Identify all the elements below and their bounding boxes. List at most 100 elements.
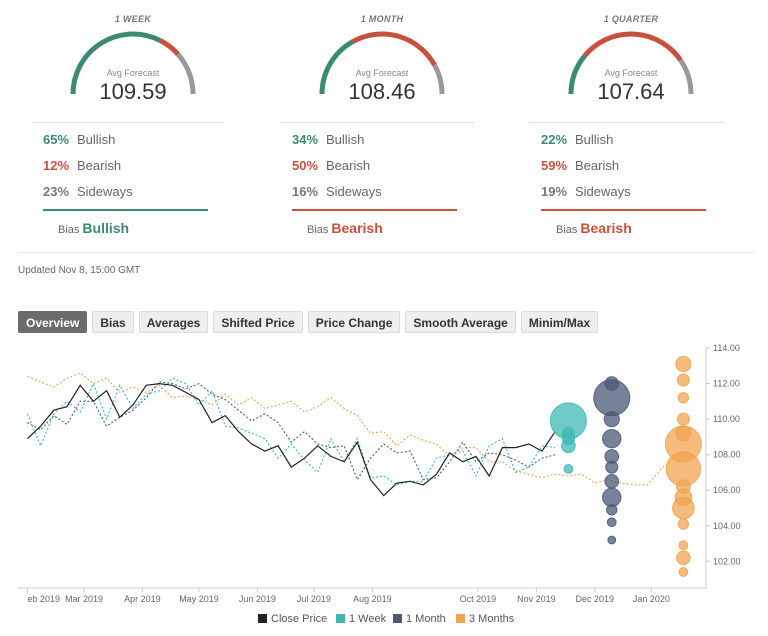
bearish-row: 59% Bearish <box>541 157 619 175</box>
bullish-percent: 22% <box>541 132 568 147</box>
forecast-bubble-3-months <box>672 496 695 520</box>
x-tick-label: Mar 2019 <box>65 594 103 604</box>
sideways-percent: 19% <box>541 184 568 199</box>
forecast-bubble-3-months <box>676 550 691 566</box>
forecast-bubble-1-month <box>607 535 617 545</box>
bearish-row: 50% Bearish <box>292 157 370 175</box>
x-tick-label: Aug 2019 <box>353 594 392 604</box>
avg-forecast-value: 109.59 <box>99 79 167 104</box>
sideways-percent: 16% <box>292 184 319 199</box>
y-tick-label: 112.00 <box>713 379 740 389</box>
bullish-percent: 65% <box>43 132 70 147</box>
avg-forecast-value: 108.46 <box>348 79 416 104</box>
bearish-label: Bearish <box>326 158 371 173</box>
forecast-bubble-3-months <box>677 392 690 404</box>
sideways-row: 23% Sideways <box>43 183 133 201</box>
bearish-label: Bearish <box>77 158 122 173</box>
forecast-bubble-1-month <box>606 517 617 528</box>
forecast-bubble-1-week <box>561 432 575 446</box>
legend-swatch <box>258 614 267 623</box>
sideways-label: Sideways <box>326 184 382 199</box>
forecast-bubble-3-months <box>676 412 690 426</box>
avg-forecast-label: Avg Forecast <box>604 68 658 78</box>
bearish-gauge-arc <box>351 31 437 67</box>
forecast-bubble-1-month <box>605 460 619 474</box>
forecast-bubble-3-months <box>678 567 689 577</box>
forecast-gauge <box>70 31 196 95</box>
legend-swatch <box>456 614 465 623</box>
y-tick-label: 104.00 <box>713 521 741 531</box>
x-tick-label: Oct 2019 <box>460 594 497 604</box>
x-tick-label: Nov 2019 <box>517 594 556 604</box>
tab-minim-max[interactable]: Minim/Max <box>520 311 599 333</box>
forecast-panels: 1 WEEK Avg Forecast 109.59 65% Bullish 12… <box>0 0 768 250</box>
bias-underline <box>541 209 706 211</box>
tab-shifted-price[interactable]: Shifted Price <box>213 311 303 333</box>
legend-label: Close Price <box>271 613 327 625</box>
x-tick-label: Jul 2019 <box>297 594 331 604</box>
panel-title: 1 WEEK <box>114 14 152 24</box>
x-tick-label: Dec 2019 <box>576 594 615 604</box>
gauge-divider <box>529 122 723 123</box>
legend-label: 3 Months <box>469 613 515 625</box>
x-tick-label: May 2019 <box>179 594 219 604</box>
forecast-bubble-3-months <box>676 373 690 387</box>
sideways-row: 16% Sideways <box>292 183 382 201</box>
sideways-gauge-arc <box>176 52 196 95</box>
y-tick-label: 110.00 <box>713 414 740 424</box>
bias-value: Bullish <box>82 220 130 236</box>
section-divider <box>18 252 754 253</box>
avg-forecast-label: Avg Forecast <box>355 68 409 78</box>
tab-price-change[interactable]: Price Change <box>307 311 401 333</box>
bias-label: Bias <box>58 224 80 236</box>
bias-underline <box>43 209 208 211</box>
bullish-row: 22% Bullish <box>541 131 613 149</box>
bullish-gauge-arc <box>319 39 355 95</box>
bullish-row: 34% Bullish <box>292 131 364 149</box>
bearish-gauge-arc <box>582 31 683 62</box>
series-line-1-month <box>27 381 556 481</box>
sideways-label: Sideways <box>575 184 631 199</box>
series-line-3-months <box>27 372 675 486</box>
avg-forecast-label: Avg Forecast <box>106 68 160 78</box>
bullish-label: Bullish <box>77 132 116 147</box>
forecast-bubble-1-month <box>603 411 620 428</box>
x-tick-label: eb 2019 <box>27 594 60 604</box>
bearish-gauge-arc <box>159 38 180 57</box>
bullish-gauge-arc <box>70 31 162 95</box>
bias-label: Bias <box>307 224 329 236</box>
x-tick-label: Apr 2019 <box>124 594 161 604</box>
gauge-divider <box>280 122 474 123</box>
bearish-label: Bearish <box>575 158 620 173</box>
tab-averages[interactable]: Averages <box>138 311 209 333</box>
bias-row: Bias Bearish <box>556 220 632 236</box>
sideways-row: 19% Sideways <box>541 183 631 201</box>
y-tick-label: 106.00 <box>713 485 741 495</box>
avg-forecast-value: 107.64 <box>597 79 665 104</box>
bias-value: Bearish <box>580 220 632 236</box>
bias-value: Bearish <box>331 220 383 236</box>
tab-smooth-average[interactable]: Smooth Average <box>405 311 516 333</box>
x-tick-label: Jan 2020 <box>633 594 670 604</box>
series-line-1-week <box>26 377 556 486</box>
updated-timestamp: Updated Nov 8, 15:00 GMT <box>18 265 141 276</box>
forecast-bubble-3-months <box>677 518 690 530</box>
bias-label: Bias <box>556 224 578 236</box>
y-tick-label: 114.00 <box>713 343 740 353</box>
forecast-bubble-1-month <box>606 504 618 516</box>
legend-label: 1 Week <box>349 613 387 625</box>
bullish-percent: 34% <box>292 132 319 147</box>
bearish-percent: 12% <box>43 158 70 173</box>
tab-overview[interactable]: Overview <box>18 311 88 333</box>
tab-bias[interactable]: Bias <box>92 311 134 333</box>
y-tick-label: 108.00 <box>713 450 741 460</box>
legend-swatch <box>336 614 345 623</box>
sideways-percent: 23% <box>43 184 70 199</box>
legend-label: 1 Month <box>406 613 446 625</box>
bias-underline <box>292 209 457 211</box>
legend-swatch <box>393 614 402 623</box>
gauge-divider <box>31 122 225 123</box>
forecast-bubble-1-month <box>602 428 622 449</box>
bias-row: Bias Bearish <box>307 220 383 236</box>
bullish-row: 65% Bullish <box>43 131 115 149</box>
